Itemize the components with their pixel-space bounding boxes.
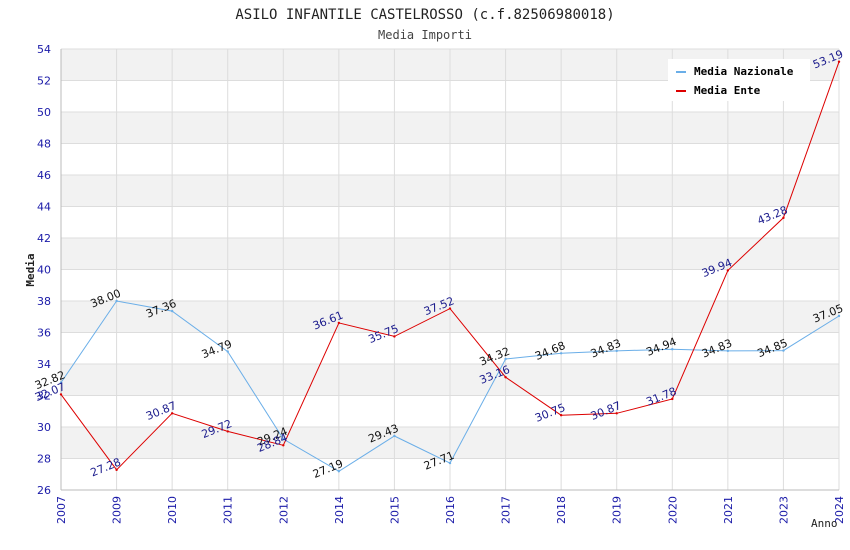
data-point-media-ente (671, 397, 674, 401)
y-tick-label: 50 (37, 106, 51, 119)
x-tick-label: 2009 (111, 496, 124, 524)
y-tick-label: 32 (37, 390, 51, 403)
data-point-media-ente (282, 444, 285, 447)
y-tick-label: 42 (37, 232, 51, 245)
data-point-media-ente (393, 335, 396, 338)
legend: Media Nazionale Media Ente (668, 59, 810, 101)
x-tick-label: 2019 (611, 496, 624, 524)
data-point-media-ente (504, 376, 507, 379)
data-point-media-ente (782, 216, 785, 220)
x-tick-label: 2015 (388, 496, 401, 524)
y-axis-title: Media (24, 253, 37, 286)
x-tick-label: 2024 (833, 496, 846, 524)
x-tick-label: 2012 (277, 496, 290, 524)
x-tick-label: 2017 (500, 496, 513, 524)
chart-title: ASILO INFANTILE CASTELROSSO (c.f.8250698… (235, 7, 614, 23)
data-point-media-ente (226, 430, 229, 433)
data-point-media-nazionale (504, 357, 507, 361)
y-tick-label: 36 (37, 327, 51, 340)
x-tick-label: 2018 (555, 496, 568, 524)
data-point-media-nazionale (226, 350, 229, 353)
data-point-media-nazionale (559, 352, 563, 355)
data-point-media-nazionale (671, 347, 674, 351)
data-point-media-ente (59, 393, 63, 396)
data-point-media-nazionale (59, 381, 63, 384)
x-tick-label: 2014 (333, 496, 346, 524)
y-tick-label: 52 (37, 75, 51, 88)
y-tick-label: 26 (37, 484, 51, 497)
data-point-media-nazionale (170, 309, 174, 313)
data-point-media-nazionale (837, 314, 841, 318)
data-point-media-ente (170, 412, 174, 415)
data-point-media-nazionale (448, 461, 452, 465)
x-axis-title: Anno (811, 517, 838, 530)
x-tick-label: 2016 (444, 496, 457, 524)
x-tick-label: 2023 (777, 496, 790, 524)
legend-label-media-ente: Media Ente (694, 84, 761, 97)
data-point-media-ente (115, 468, 118, 472)
x-tick-label: 2021 (722, 496, 735, 524)
data-point-media-nazionale (282, 437, 285, 441)
data-point-media-ente (726, 269, 730, 272)
data-point-media-nazionale (115, 299, 118, 303)
data-point-media-ente (337, 321, 341, 325)
data-point-media-nazionale (615, 349, 618, 353)
y-tick-label: 54 (37, 43, 51, 56)
chart-subtitle: Media Importi (378, 28, 472, 42)
legend-label-media-nazionale: Media Nazionale (694, 65, 794, 78)
x-axis-ticks: 2007 2009 2010 2011 2012 2014 2015 2016 2017 2018… (55, 496, 846, 524)
grid-lines (60, 48, 840, 491)
data-point-media-ente (615, 412, 618, 415)
data-point-media-ente (837, 60, 841, 63)
x-tick-label: 2011 (222, 496, 235, 524)
data-point-media-nazionale (726, 349, 730, 353)
legend-box (668, 59, 810, 101)
series-lines (59, 60, 841, 473)
data-point-media-nazionale (393, 434, 396, 438)
y-axis-ticks: 26 28 30 32 34 36 38 40 42 44 46 48 50 52 54 (37, 43, 51, 497)
y-tick-label: 28 (37, 453, 51, 466)
y-tick-label: 38 (37, 295, 51, 308)
y-tick-label: 30 (37, 421, 51, 434)
y-tick-label: 48 (37, 138, 51, 151)
y-tick-label: 44 (37, 201, 51, 214)
data-point-media-ente (559, 413, 563, 417)
x-tick-label: 2020 (666, 496, 679, 524)
x-tick-label: 2010 (166, 496, 179, 524)
y-tick-label: 40 (37, 264, 51, 277)
data-point-media-nazionale (337, 470, 341, 473)
y-tick-label: 34 (37, 358, 51, 371)
data-point-media-ente (448, 307, 452, 310)
x-tick-label: 2007 (55, 496, 68, 524)
y-tick-label: 46 (37, 169, 51, 182)
data-point-media-nazionale (782, 349, 785, 352)
